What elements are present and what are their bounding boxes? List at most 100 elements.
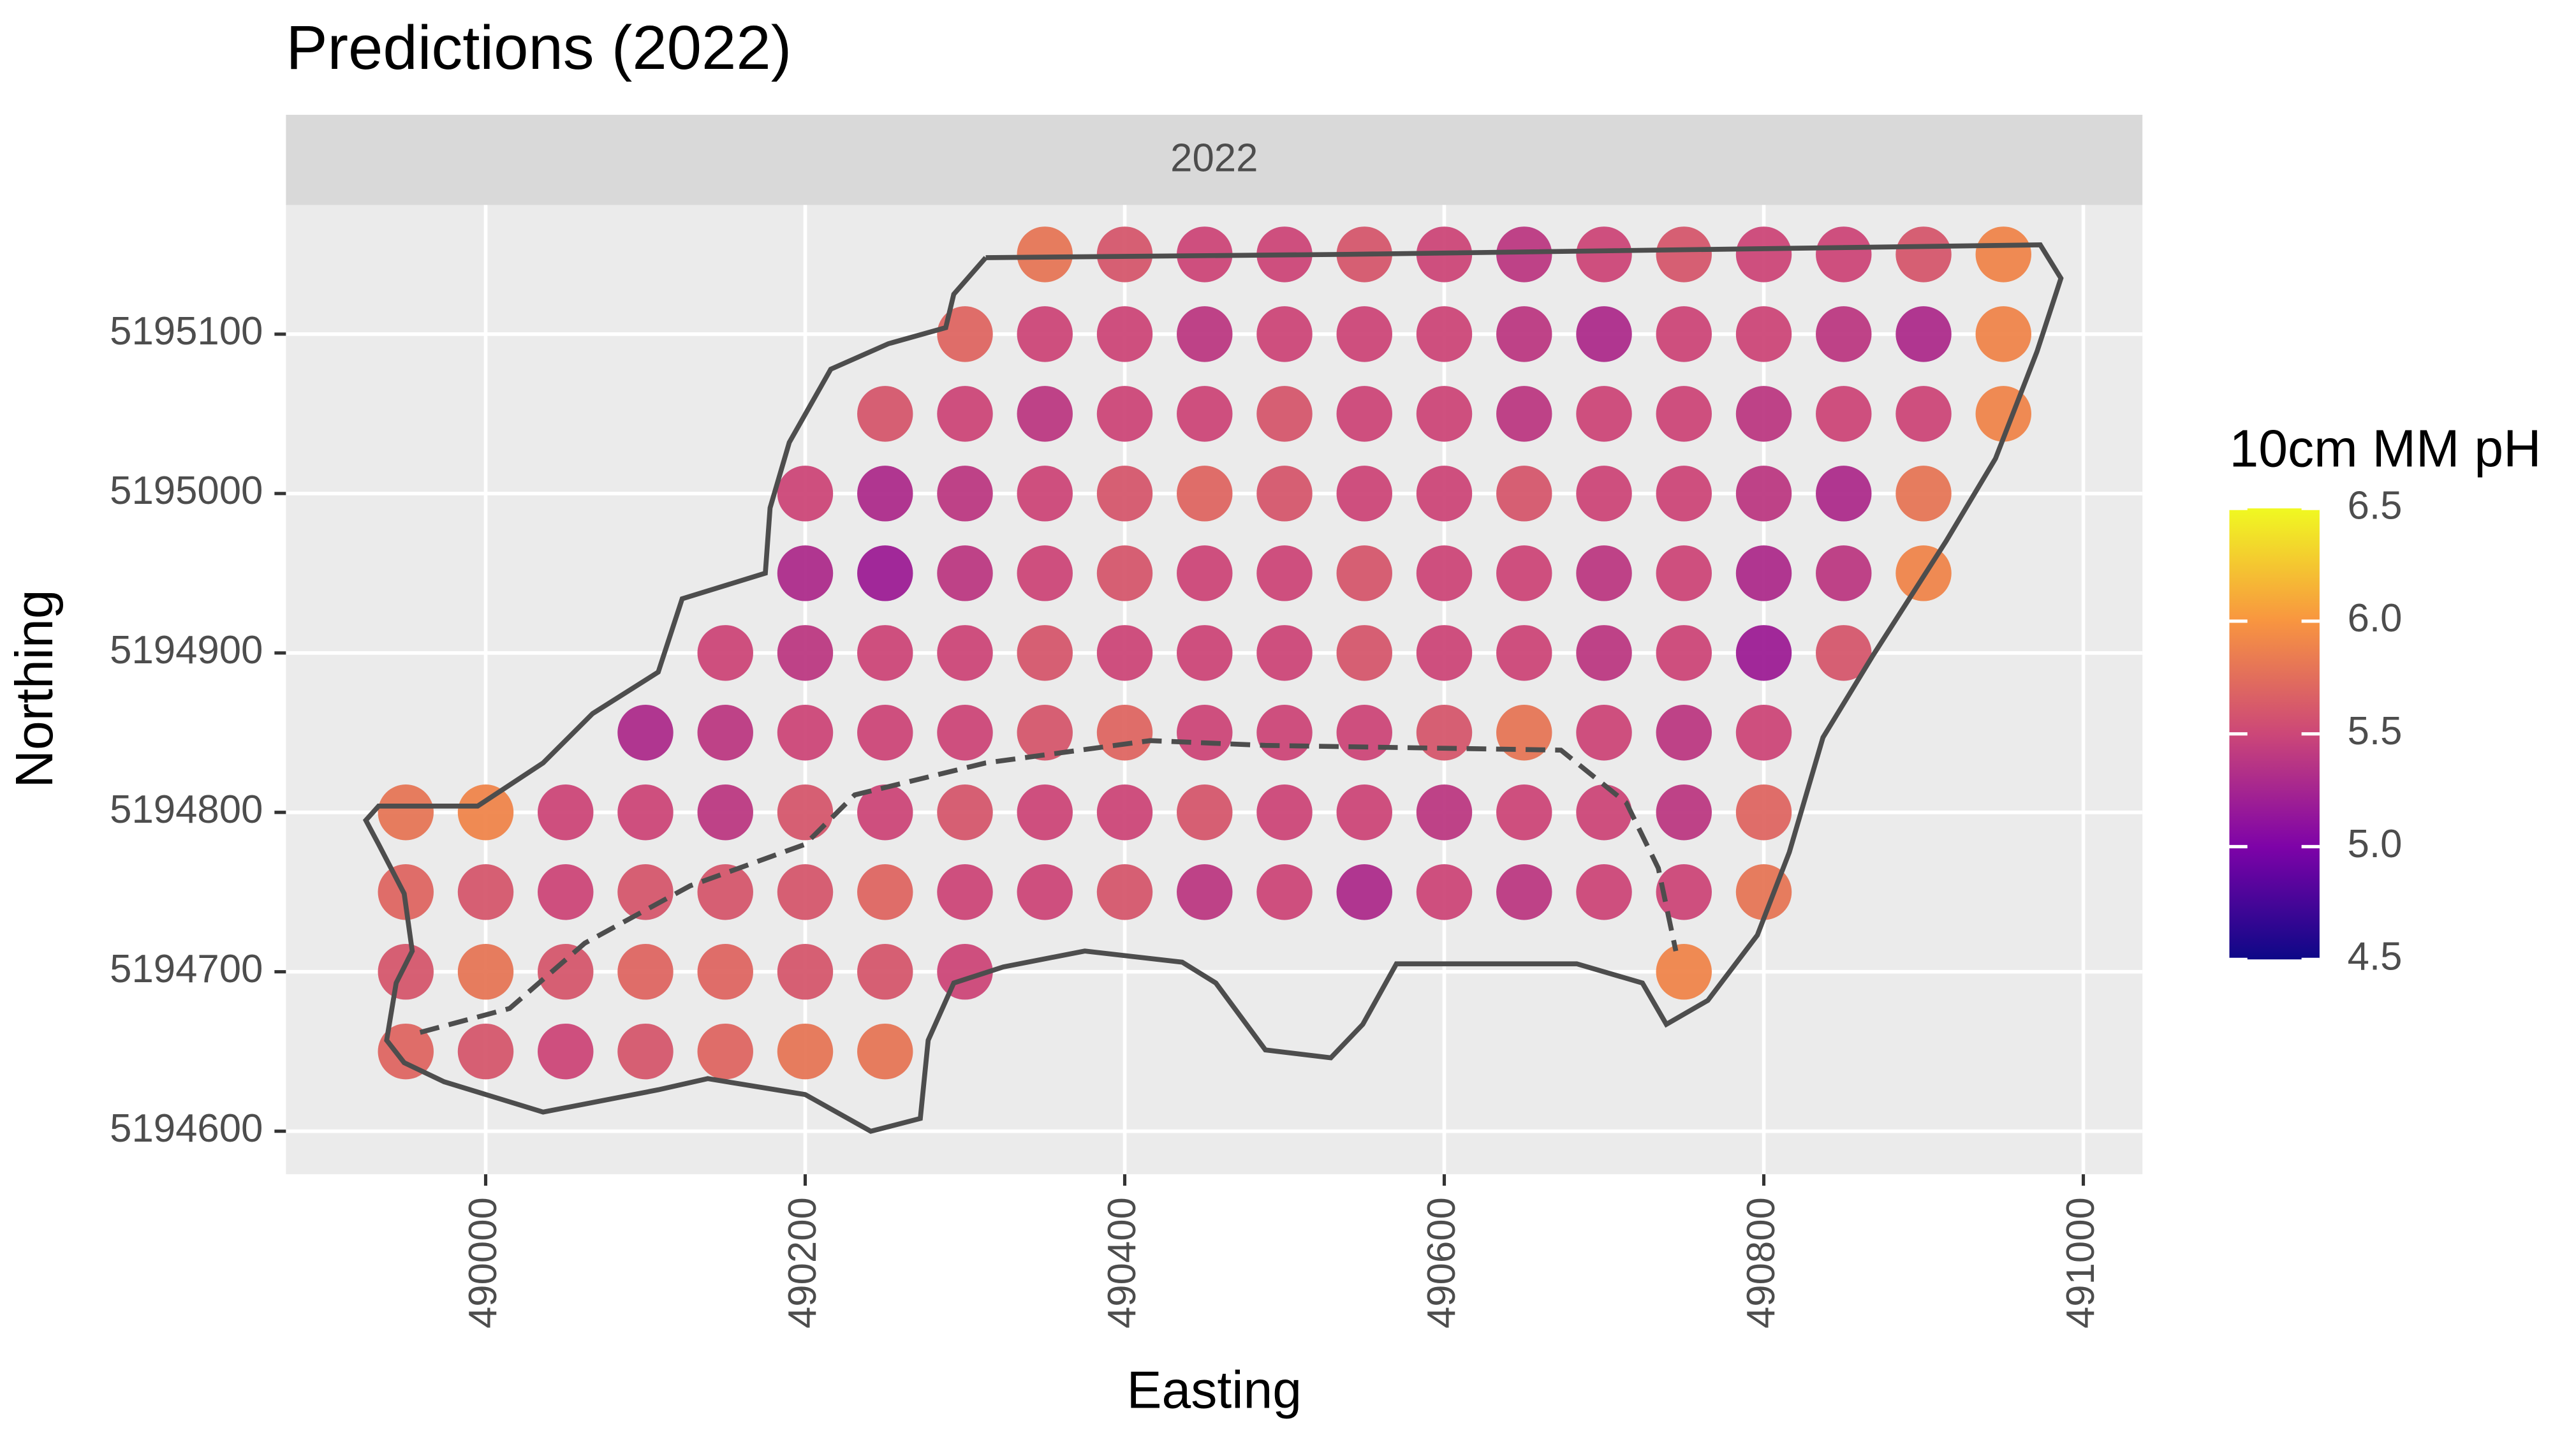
point	[1096, 306, 1153, 362]
point	[378, 784, 434, 841]
point	[777, 466, 834, 522]
point	[538, 943, 594, 1000]
x-tick-label: 490000	[461, 1197, 505, 1328]
facet-label: 2022	[1170, 136, 1258, 180]
point	[937, 466, 993, 522]
point	[697, 705, 753, 761]
point	[1336, 386, 1392, 442]
point	[1177, 545, 1233, 601]
y-tick-label: 5195000	[110, 469, 263, 513]
point	[1656, 226, 1712, 283]
point	[857, 386, 913, 442]
point	[937, 306, 993, 362]
point	[1017, 705, 1073, 761]
point	[1256, 864, 1313, 920]
point	[1735, 386, 1792, 442]
point	[1256, 306, 1313, 362]
y-tick-label: 5194900	[110, 628, 263, 672]
point	[1656, 466, 1712, 522]
point	[457, 943, 514, 1000]
divider-line	[419, 738, 1679, 1035]
point	[1336, 545, 1392, 601]
point	[1816, 386, 1872, 442]
point	[1416, 864, 1473, 920]
point	[1656, 705, 1712, 761]
point	[1416, 545, 1473, 601]
point	[937, 545, 993, 601]
point	[617, 705, 673, 761]
point	[1416, 466, 1473, 522]
point	[1496, 386, 1552, 442]
point	[857, 943, 913, 1000]
point	[378, 1023, 434, 1080]
point	[1017, 306, 1073, 362]
point	[1177, 705, 1233, 761]
point	[1576, 864, 1632, 920]
point	[1017, 864, 1073, 920]
point	[1816, 306, 1872, 362]
point	[1256, 784, 1313, 841]
point	[1895, 466, 1952, 522]
point	[777, 545, 834, 601]
point	[1256, 705, 1313, 761]
point	[1496, 545, 1552, 601]
point	[1496, 466, 1552, 522]
x-axis-title: Easting	[1127, 1361, 1302, 1419]
point	[1656, 306, 1712, 362]
point	[1256, 625, 1313, 681]
point	[1895, 226, 1952, 283]
point	[937, 625, 993, 681]
point	[617, 1023, 673, 1080]
point	[1017, 386, 1073, 442]
point	[617, 943, 673, 1000]
point	[1177, 386, 1233, 442]
point	[777, 625, 834, 681]
point	[1416, 705, 1473, 761]
point	[1096, 545, 1153, 601]
point	[1576, 705, 1632, 761]
point	[1017, 545, 1073, 601]
point	[1336, 306, 1392, 362]
point	[1576, 625, 1632, 681]
point	[1576, 306, 1632, 362]
point	[1336, 705, 1392, 761]
point	[857, 784, 913, 841]
point	[1496, 864, 1552, 920]
point	[617, 784, 673, 841]
point	[457, 864, 514, 920]
point	[937, 386, 993, 442]
point	[937, 864, 993, 920]
point	[1336, 784, 1392, 841]
point	[1895, 386, 1952, 442]
point	[1816, 625, 1872, 681]
point	[1496, 306, 1552, 362]
point	[1336, 864, 1392, 920]
point	[777, 705, 834, 761]
point	[697, 864, 753, 920]
point	[1656, 784, 1712, 841]
field-boundary	[362, 242, 2064, 1134]
point	[857, 705, 913, 761]
point	[1975, 226, 2031, 283]
point	[1735, 784, 1792, 841]
x-tick-label: 490400	[1100, 1197, 1144, 1328]
point	[1816, 226, 1872, 283]
y-axis-title: Northing	[6, 590, 64, 788]
point	[1496, 226, 1552, 283]
point	[1975, 306, 2031, 362]
point	[1496, 784, 1552, 841]
colorbar-tick-label: 5.0	[2348, 822, 2403, 866]
point	[538, 784, 594, 841]
point	[1017, 625, 1073, 681]
point	[1496, 705, 1552, 761]
point	[1017, 466, 1073, 522]
point	[777, 943, 834, 1000]
point	[1576, 226, 1632, 283]
point	[1816, 466, 1872, 522]
point	[1735, 466, 1792, 522]
point	[697, 784, 753, 841]
point	[1096, 625, 1153, 681]
point	[777, 1023, 834, 1080]
point	[538, 864, 594, 920]
